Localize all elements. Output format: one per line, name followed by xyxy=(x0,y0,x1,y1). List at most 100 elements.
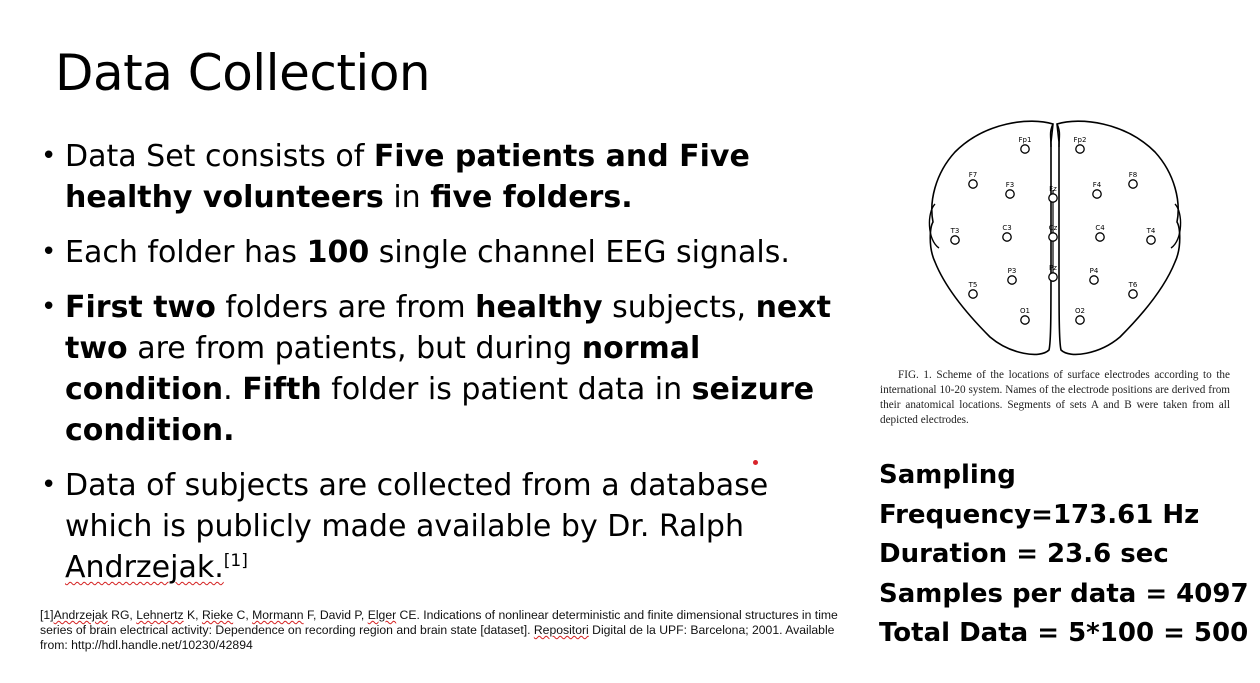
text-run: Lehnertz xyxy=(136,608,184,622)
electrode-label-fz: Fz xyxy=(1049,185,1057,193)
text-run: folders are from xyxy=(215,290,476,325)
bold-text: 100 xyxy=(306,235,370,270)
text-run: Data Set consists of xyxy=(65,139,374,174)
bullet-icon: • xyxy=(41,292,57,322)
electrode-o2 xyxy=(1075,315,1085,325)
electrode-t3 xyxy=(950,235,960,245)
electrode-f8 xyxy=(1128,179,1138,189)
text-run: F, David P, xyxy=(303,608,368,622)
text-run: . xyxy=(223,372,243,407)
citation-superscript: [1] xyxy=(223,551,248,571)
bullet-item: • Data Set consists of Five patients and … xyxy=(38,136,838,218)
text-run: Mormann xyxy=(252,608,304,622)
text-run: Repositori xyxy=(533,623,589,637)
bullet-text: Data of subjects are collected from a da… xyxy=(65,468,768,585)
bold-text: next two xyxy=(65,290,831,366)
electrode-fp1 xyxy=(1020,144,1030,154)
electrode-t5 xyxy=(968,289,978,299)
bold-text: seizure condition. xyxy=(65,372,815,448)
head-diagram: Fp1 Fp2 F7 F3 Fz F4 F8 T3 C3 Cz C4 T4 P3 Pz P4 T5 T6 O1 O2 xyxy=(928,120,1182,356)
text-run: K, xyxy=(183,608,202,622)
text-run: Data of subjects are collected from a da… xyxy=(65,468,769,544)
bullet-icon: • xyxy=(41,141,57,171)
bullet-item: • Data of subjects are collected from a d… xyxy=(38,465,838,588)
electrode-fp2 xyxy=(1075,144,1085,154)
electrode-f4 xyxy=(1092,189,1102,199)
electrode-label-f8: F8 xyxy=(1129,171,1137,179)
text-run: single channel EEG signals. xyxy=(369,235,790,270)
electrode-label-f3: F3 xyxy=(1006,181,1014,189)
text-run: subjects, xyxy=(602,290,756,325)
text-run: Elger xyxy=(367,608,397,622)
electrode-label-pz: Pz xyxy=(1049,264,1057,272)
electrode-t6 xyxy=(1128,289,1138,299)
electrode-pz xyxy=(1048,272,1058,282)
electrode-p3 xyxy=(1007,275,1017,285)
param-line: Samples per data = 4097 xyxy=(879,578,1249,609)
bullet-list: • Data Set consists of Five patients and … xyxy=(38,136,838,602)
electrode-p4 xyxy=(1089,275,1099,285)
electrode-label-t4: T4 xyxy=(1146,227,1156,235)
electrode-o1 xyxy=(1020,315,1030,325)
electrode-label-c4: C4 xyxy=(1095,224,1105,232)
bullet-text: Each folder has 100 single channel EEG s… xyxy=(65,235,790,270)
electrode-t4 xyxy=(1146,235,1156,245)
electrode-label-t6: T6 xyxy=(1128,281,1138,289)
electrode-label-f7: F7 xyxy=(969,171,977,179)
text-run: Andrzejak. xyxy=(65,550,224,585)
bold-text: healthy xyxy=(475,290,603,325)
electrode-label-fp1: Fp1 xyxy=(1019,136,1032,144)
electrode-label-p3: P3 xyxy=(1008,267,1017,275)
electrode-label-t5: T5 xyxy=(968,281,978,289)
text-run: are from patients, but during xyxy=(127,331,582,366)
caption-text: FIG. 1. Scheme of the locations of surfa… xyxy=(880,369,1230,426)
electrode-label-f4: F4 xyxy=(1093,181,1102,189)
param-line: Duration = 23.6 sec xyxy=(879,539,1169,570)
text-run: Digital de la UPF: Barcelona; 2001. Avai… xyxy=(40,623,835,652)
text-run: CE. Indications of nonlinear determinist… xyxy=(40,608,838,637)
laser-pointer-dot xyxy=(753,460,758,465)
electrode-fz xyxy=(1048,193,1058,203)
bold-text: Fifth xyxy=(242,372,322,407)
text-run: folder is patient data in xyxy=(321,372,692,407)
bullet-text: First two folders are from healthy subje… xyxy=(65,290,831,448)
electrode-f7 xyxy=(968,179,978,189)
bullet-item: • Each folder has 100 single channel EEG … xyxy=(38,232,838,273)
param-line: Frequency=173.61 Hz xyxy=(879,499,1200,530)
slide-title: Data Collection xyxy=(55,44,431,102)
bold-text: normal condition xyxy=(65,331,701,407)
electrode-label-cz: Cz xyxy=(1049,224,1058,232)
bullet-icon: • xyxy=(41,237,57,267)
param-line: Total Data = 5*100 = 500 xyxy=(879,618,1249,649)
text-run: [1] xyxy=(40,608,54,622)
bullet-item: • First two folders are from healthy subj… xyxy=(38,287,838,451)
electrode-cz xyxy=(1048,232,1058,242)
bullet-icon: • xyxy=(41,470,57,500)
eeg-electrode-figure: Fp1 Fp2 F7 F3 Fz F4 F8 T3 C3 Cz C4 T4 P3 Pz P4 T5 T6 O1 O2 xyxy=(925,112,1185,362)
figure-caption: FIG. 1. Scheme of the locations of surfa… xyxy=(880,368,1230,428)
left-hemisphere xyxy=(929,120,1054,356)
electrode-label-o2: O2 xyxy=(1075,307,1085,315)
electrode-c4 xyxy=(1095,232,1105,242)
bold-text: First two xyxy=(65,290,216,325)
text-run: C, xyxy=(233,608,253,622)
bold-text: Five patients and Five healthy volunteer… xyxy=(65,139,750,215)
bold-text: five folders. xyxy=(430,180,633,215)
text-run: RG, xyxy=(107,608,137,622)
text-run: Rieke xyxy=(201,608,234,622)
right-hemisphere xyxy=(1056,120,1181,356)
electrode-label-c3: C3 xyxy=(1002,224,1011,232)
electrode-label-o1: O1 xyxy=(1020,307,1030,315)
sampling-parameters: Sampling Frequency=173.61 Hz Duration = … xyxy=(879,456,1249,654)
param-line: Sampling xyxy=(879,460,1016,490)
text-run: Each folder has xyxy=(65,235,307,270)
bullet-text: Data Set consists of Five patients and F… xyxy=(65,139,750,215)
text-run: Andrzejak xyxy=(53,608,108,622)
electrode-label-p4: P4 xyxy=(1090,267,1099,275)
text-run: in xyxy=(383,180,431,215)
electrode-c3 xyxy=(1002,232,1012,242)
electrode-label-fp2: Fp2 xyxy=(1074,136,1087,144)
electrode-f3 xyxy=(1005,189,1015,199)
electrode-label-t3: T3 xyxy=(950,227,960,235)
reference-footnote: [1]Andrzejak RG, Lehnertz K, Rieke C, Mo… xyxy=(40,608,855,653)
